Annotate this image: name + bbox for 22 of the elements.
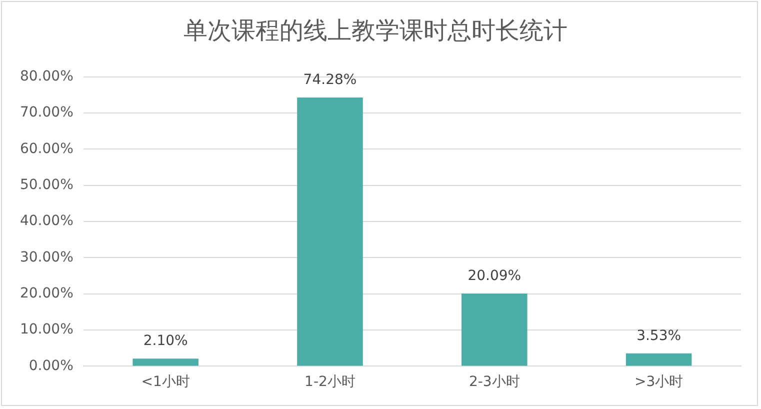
data-label: 2.10% (143, 333, 188, 350)
y-tick-label: 60.00% (20, 140, 74, 157)
y-tick-label: 0.00% (28, 358, 74, 374)
data-label: 3.53% (636, 328, 682, 344)
bar (626, 353, 692, 366)
y-tick-label: 70.00% (20, 104, 74, 121)
x-tick-label: 2-3小时 (468, 374, 520, 390)
y-tick-label: 80.00% (20, 68, 74, 84)
data-label: 20.09% (468, 268, 522, 284)
bar (297, 97, 363, 366)
bar (132, 358, 198, 366)
x-tick-label: >3小时 (634, 374, 684, 390)
y-tick-label: 30.00% (20, 249, 74, 266)
chart-title: 单次课程的线上教学课时总时长统计 (184, 16, 568, 45)
y-tick-label: 20.00% (20, 285, 74, 302)
data-label: 74.28% (303, 72, 357, 88)
x-tick-label: 1-2小时 (304, 374, 356, 390)
y-tick-label: 10.00% (20, 322, 74, 338)
bar (462, 294, 528, 366)
y-tick-label: 50.00% (20, 176, 74, 193)
y-tick-label: 40.00% (20, 213, 74, 230)
x-tick-label: <1小时 (141, 374, 190, 390)
